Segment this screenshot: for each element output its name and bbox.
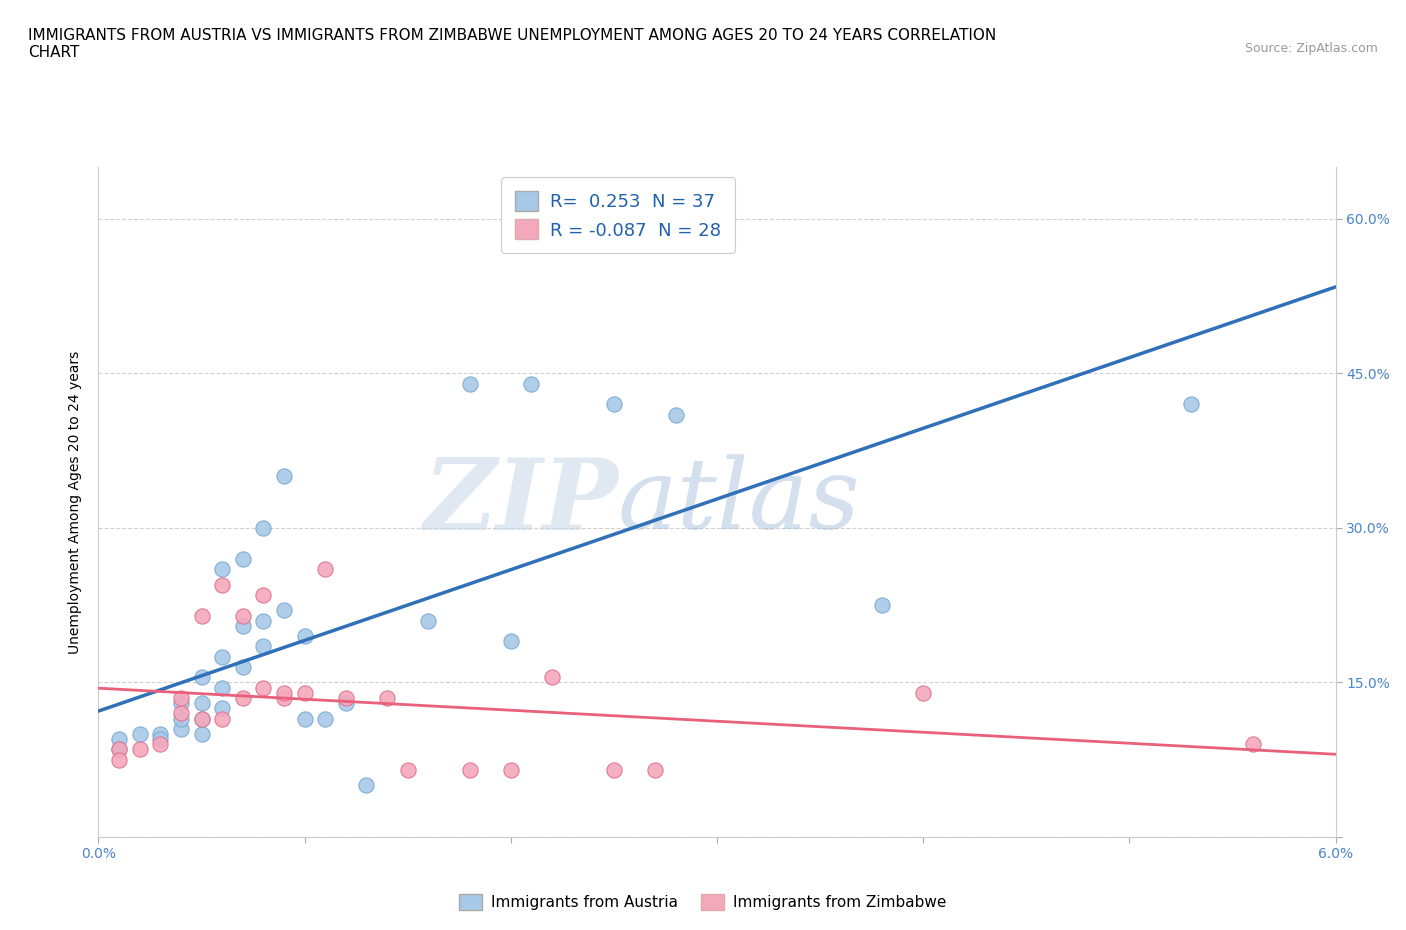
Point xyxy=(520,377,543,392)
Point xyxy=(128,726,150,741)
Point xyxy=(232,659,254,674)
Point xyxy=(211,711,233,726)
Point xyxy=(252,588,274,603)
Point xyxy=(499,634,522,649)
Text: Source: ZipAtlas.com: Source: ZipAtlas.com xyxy=(1244,42,1378,55)
Point xyxy=(128,742,150,757)
Point xyxy=(149,726,172,741)
Point xyxy=(211,578,233,592)
Point xyxy=(603,397,626,412)
Point xyxy=(170,722,193,737)
Y-axis label: Unemployment Among Ages 20 to 24 years: Unemployment Among Ages 20 to 24 years xyxy=(69,351,83,654)
Point xyxy=(252,521,274,536)
Point xyxy=(190,726,212,741)
Text: ZIP: ZIP xyxy=(423,454,619,551)
Point xyxy=(499,763,522,777)
Legend: R=  0.253  N = 37, R = -0.087  N = 28: R= 0.253 N = 37, R = -0.087 N = 28 xyxy=(502,177,735,253)
Point xyxy=(1241,737,1264,751)
Point xyxy=(108,742,131,757)
Point xyxy=(232,618,254,633)
Point xyxy=(418,613,440,628)
Point xyxy=(108,732,131,747)
Point xyxy=(149,737,172,751)
Text: IMMIGRANTS FROM AUSTRIA VS IMMIGRANTS FROM ZIMBABWE UNEMPLOYMENT AMONG AGES 20 T: IMMIGRANTS FROM AUSTRIA VS IMMIGRANTS FR… xyxy=(28,28,997,60)
Point xyxy=(603,763,626,777)
Point xyxy=(294,685,316,700)
Point xyxy=(170,711,193,726)
Point xyxy=(356,778,378,793)
Point xyxy=(108,752,131,767)
Point xyxy=(294,711,316,726)
Point xyxy=(232,551,254,566)
Point xyxy=(252,613,274,628)
Point xyxy=(190,608,212,623)
Point xyxy=(273,603,295,618)
Point xyxy=(232,690,254,705)
Point xyxy=(314,562,336,577)
Point xyxy=(314,711,336,726)
Text: atlas: atlas xyxy=(619,455,860,550)
Point xyxy=(335,690,357,705)
Point xyxy=(252,680,274,695)
Point xyxy=(665,407,688,422)
Point xyxy=(335,696,357,711)
Point xyxy=(149,732,172,747)
Point xyxy=(190,670,212,684)
Point xyxy=(190,711,212,726)
Point xyxy=(211,649,233,664)
Point xyxy=(458,377,481,392)
Point xyxy=(273,469,295,484)
Point xyxy=(644,763,666,777)
Point xyxy=(170,696,193,711)
Point xyxy=(211,701,233,716)
Legend: Immigrants from Austria, Immigrants from Zimbabwe: Immigrants from Austria, Immigrants from… xyxy=(451,886,955,918)
Point xyxy=(375,690,398,705)
Point xyxy=(190,711,212,726)
Point xyxy=(541,670,564,684)
Point xyxy=(870,598,893,613)
Point xyxy=(912,685,935,700)
Point xyxy=(211,562,233,577)
Point xyxy=(108,742,131,757)
Point xyxy=(294,629,316,644)
Point xyxy=(252,639,274,654)
Point xyxy=(273,690,295,705)
Point xyxy=(396,763,419,777)
Point xyxy=(1180,397,1202,412)
Point xyxy=(273,685,295,700)
Point xyxy=(232,608,254,623)
Point xyxy=(211,680,233,695)
Point xyxy=(458,763,481,777)
Point xyxy=(190,696,212,711)
Point xyxy=(170,706,193,721)
Point xyxy=(170,690,193,705)
